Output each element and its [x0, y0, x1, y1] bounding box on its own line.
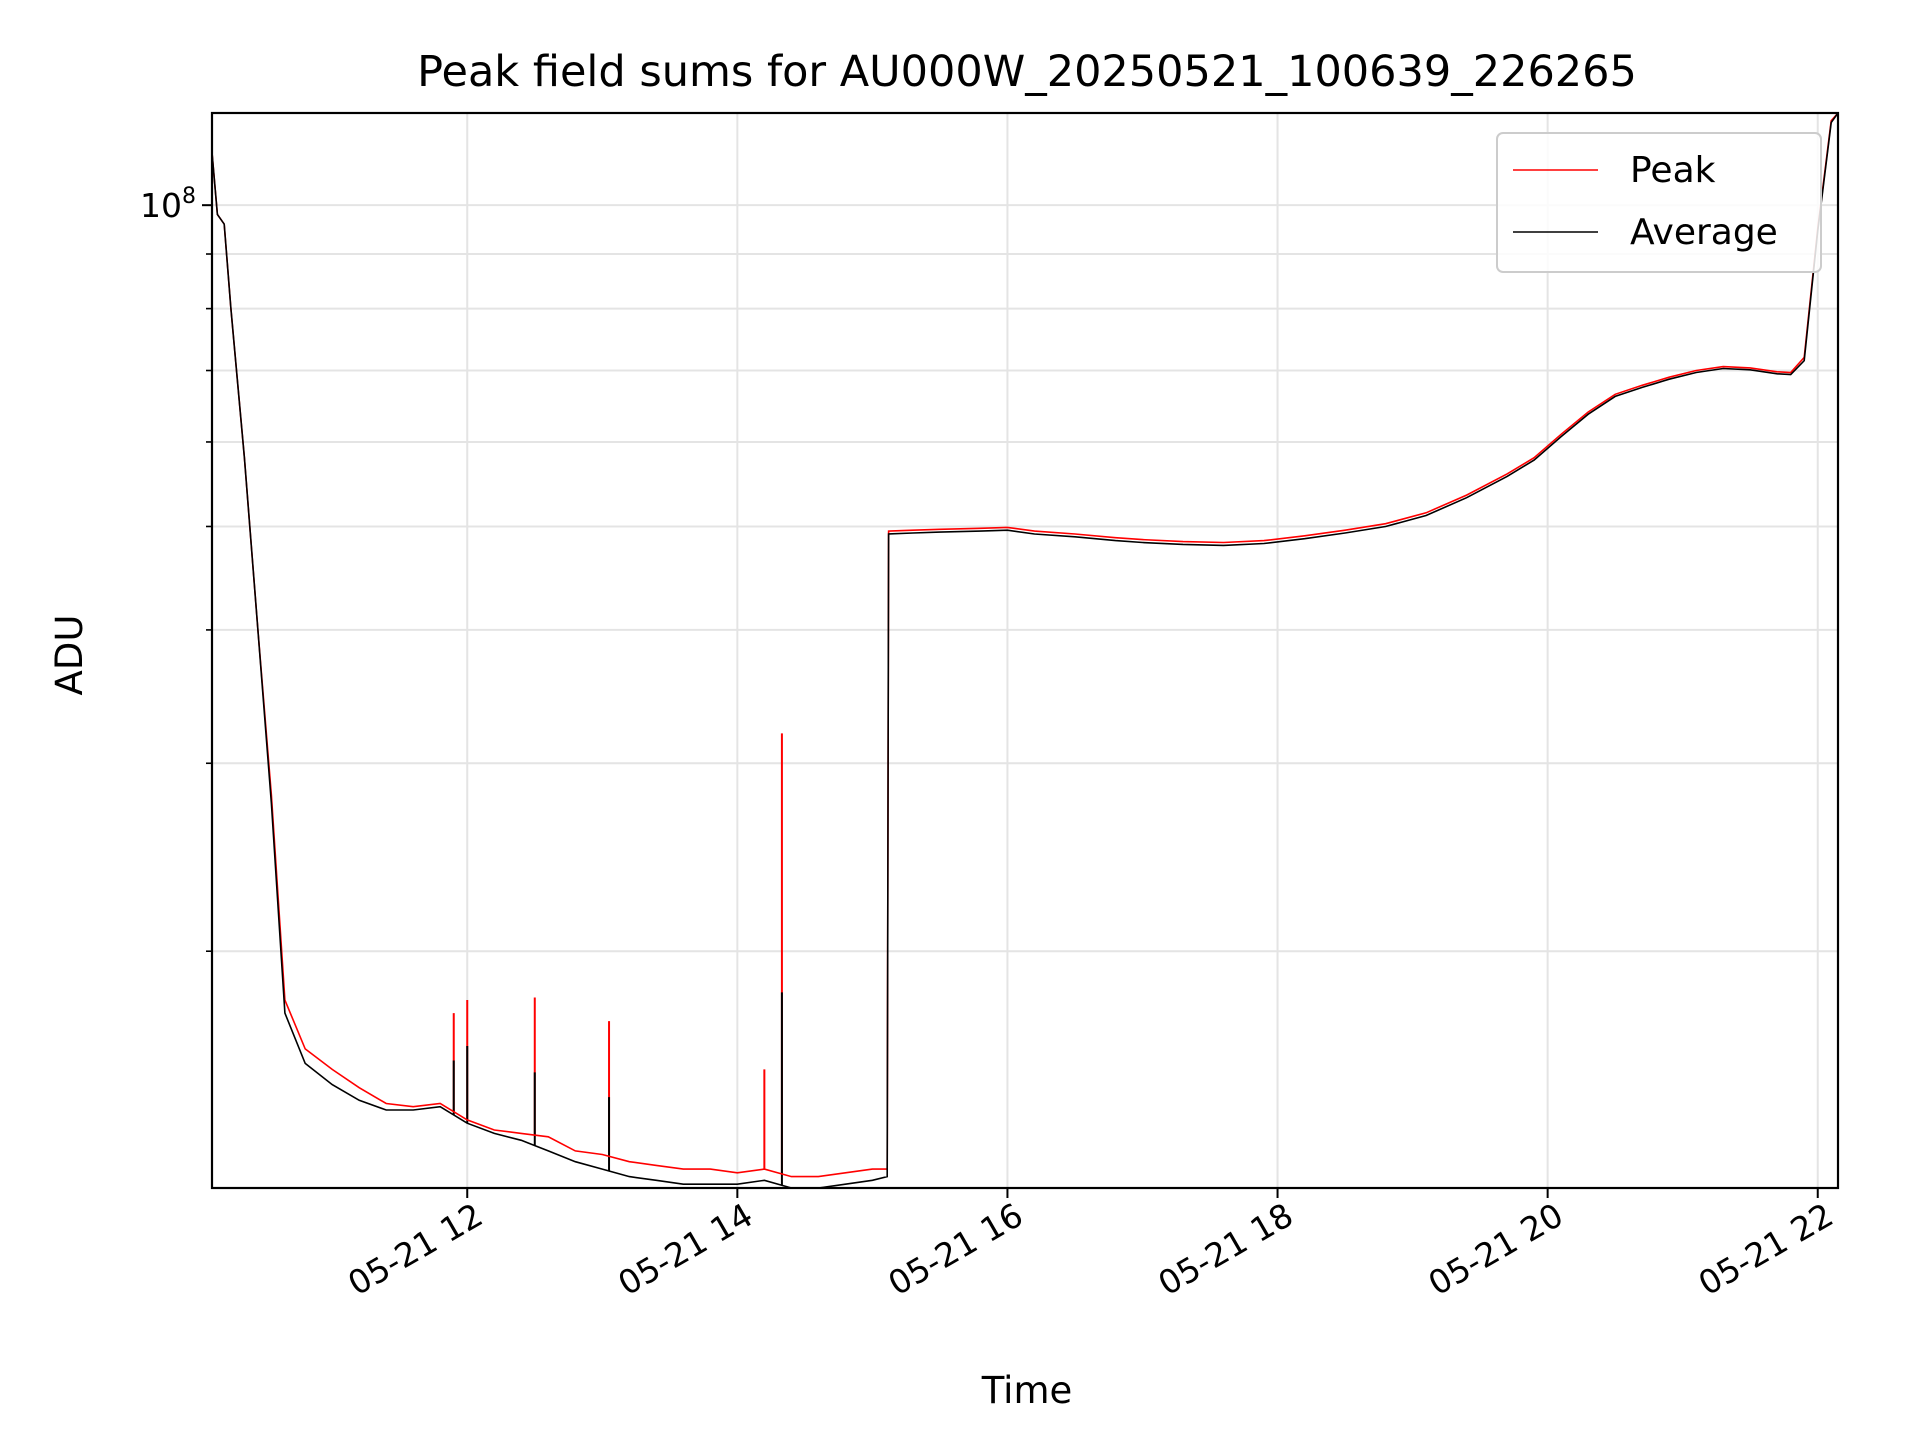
y-tick-label: 108 — [140, 184, 196, 225]
legend-box — [1496, 132, 1822, 273]
grid-lines — [212, 113, 1838, 1188]
legend-average-label: Average — [1630, 212, 1778, 253]
legend-peak-label: Peak — [1630, 150, 1716, 191]
y-axis-label: ADU — [48, 615, 91, 696]
series-line-peak — [211, 112, 1839, 1178]
average-spikes — [452, 992, 783, 1186]
legend: Peak Average — [1496, 132, 1822, 273]
series-group — [211, 112, 1839, 1189]
series-line-average — [211, 112, 1839, 1189]
x-axis-label: Time — [981, 1369, 1073, 1412]
chart-title: Peak field sums for AU000W_20250521_1006… — [417, 47, 1637, 97]
plot-frame — [210, 111, 1840, 1190]
